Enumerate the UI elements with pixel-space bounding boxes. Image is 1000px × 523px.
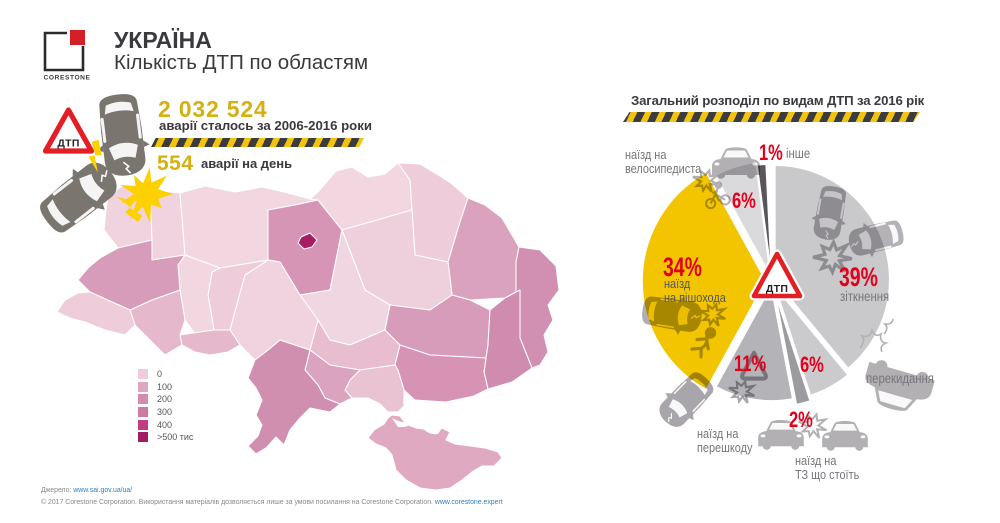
svg-text:ДТП: ДТП: [57, 138, 79, 150]
svg-text:CORESTONE: CORESTONE: [44, 75, 91, 82]
svg-text:ДТП: ДТП: [766, 283, 788, 295]
